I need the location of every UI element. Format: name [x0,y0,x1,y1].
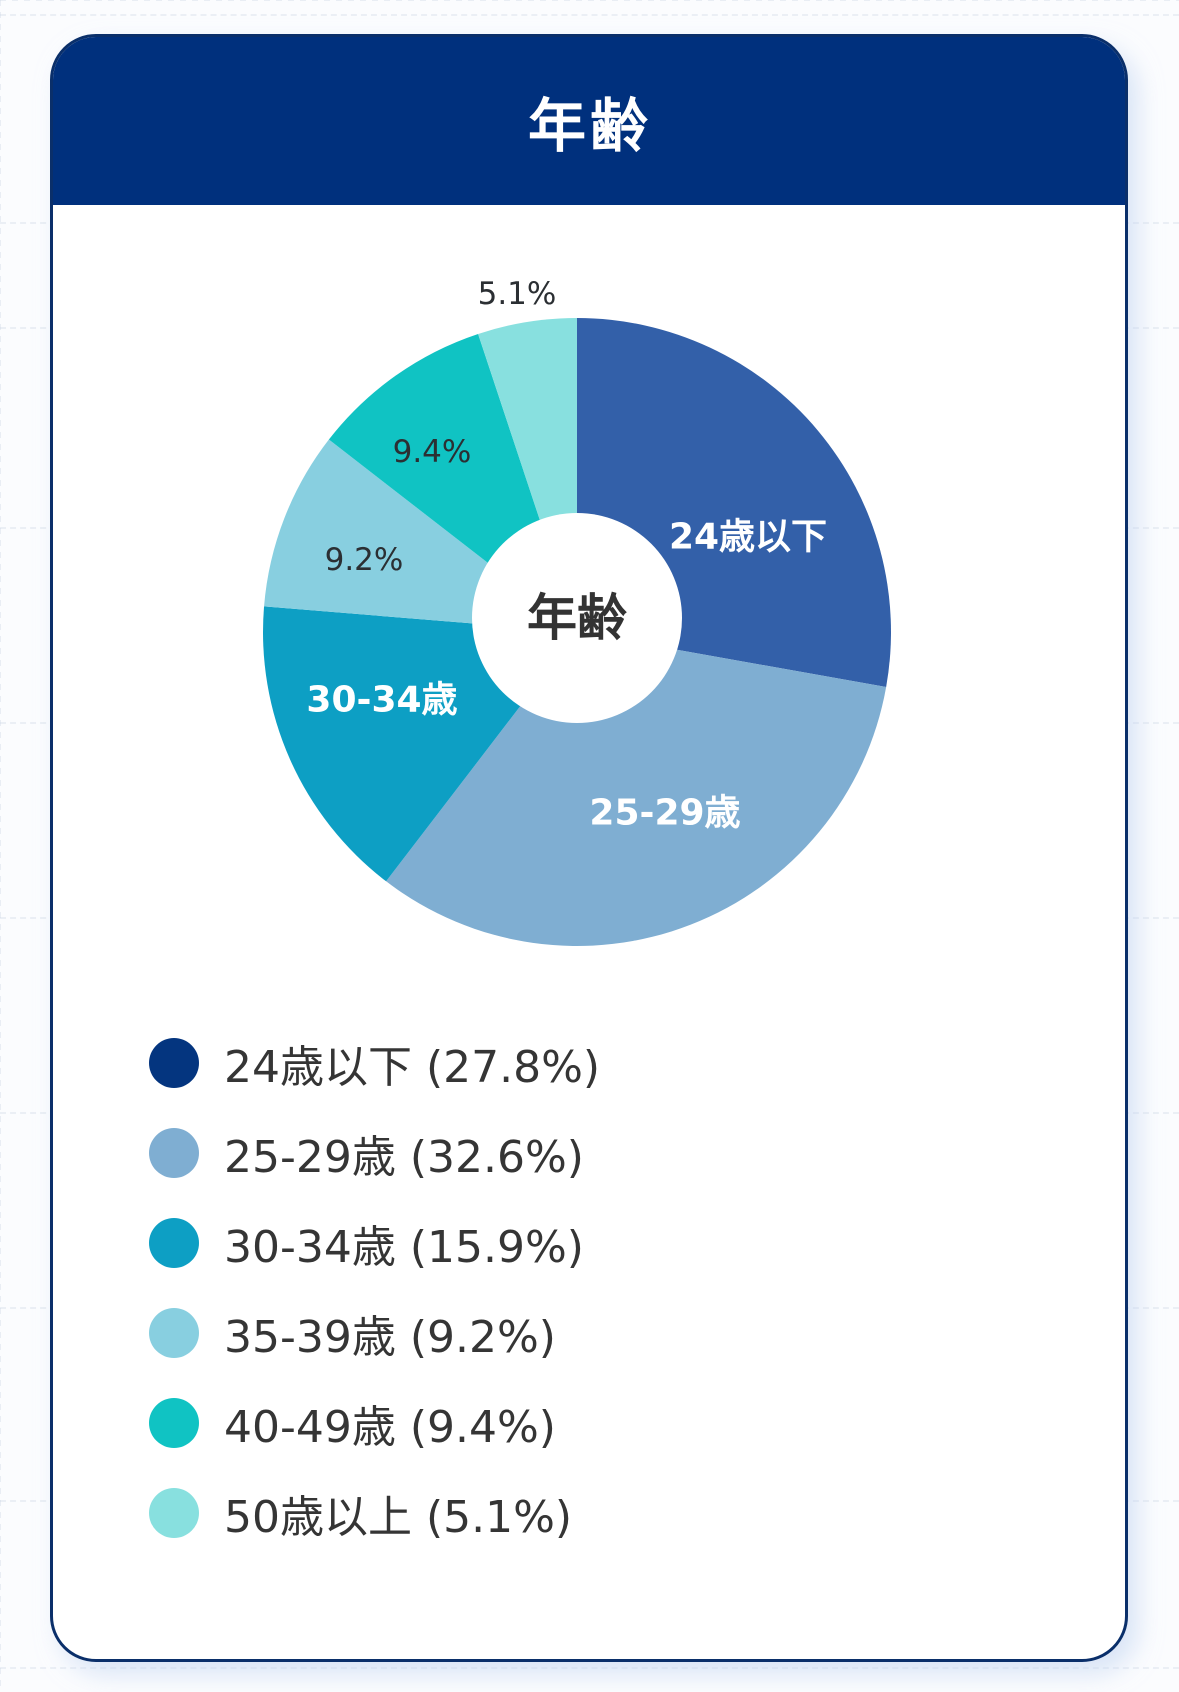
legend-item: 40-49歳 (9.4%) [149,1378,600,1468]
background-gridline [0,1667,1179,1669]
legend-dot-icon [149,1398,199,1448]
legend-dot-icon [149,1308,199,1358]
legend-dot-icon [149,1488,199,1538]
legend-dot-icon [149,1218,199,1268]
legend-item: 25-29歳 (32.6%) [149,1108,600,1198]
pie-slices [263,318,891,946]
legend-dot-icon [149,1038,199,1088]
legend-label: 50歳以上 (5.1%) [224,1492,573,1543]
legend-dot-icon [149,1128,199,1178]
legend-label: 40-49歳 (9.4%) [224,1402,556,1453]
chart-legend: 24歳以下 (27.8%) 25-29歳 (32.6%) 30-34歳 (15.… [149,1018,600,1558]
legend-item: 30-34歳 (15.9%) [149,1198,600,1288]
pie-slice-1 [386,632,887,946]
card-header: 年齢 [53,37,1125,205]
legend-label: 25-29歳 (32.6%) [224,1132,584,1183]
legend-item: 50歳以上 (5.1%) [149,1468,600,1558]
background-gridline [0,14,1179,16]
legend-label: 24歳以下 (27.8%) [224,1042,601,1093]
legend-label: 30-34歳 (15.9%) [224,1222,584,1273]
legend-item: 24歳以下 (27.8%) [149,1018,600,1108]
legend-item: 35-39歳 (9.2%) [149,1288,600,1378]
card-title: 年齢 [527,92,652,160]
legend-label: 35-39歳 (9.2%) [224,1312,556,1363]
